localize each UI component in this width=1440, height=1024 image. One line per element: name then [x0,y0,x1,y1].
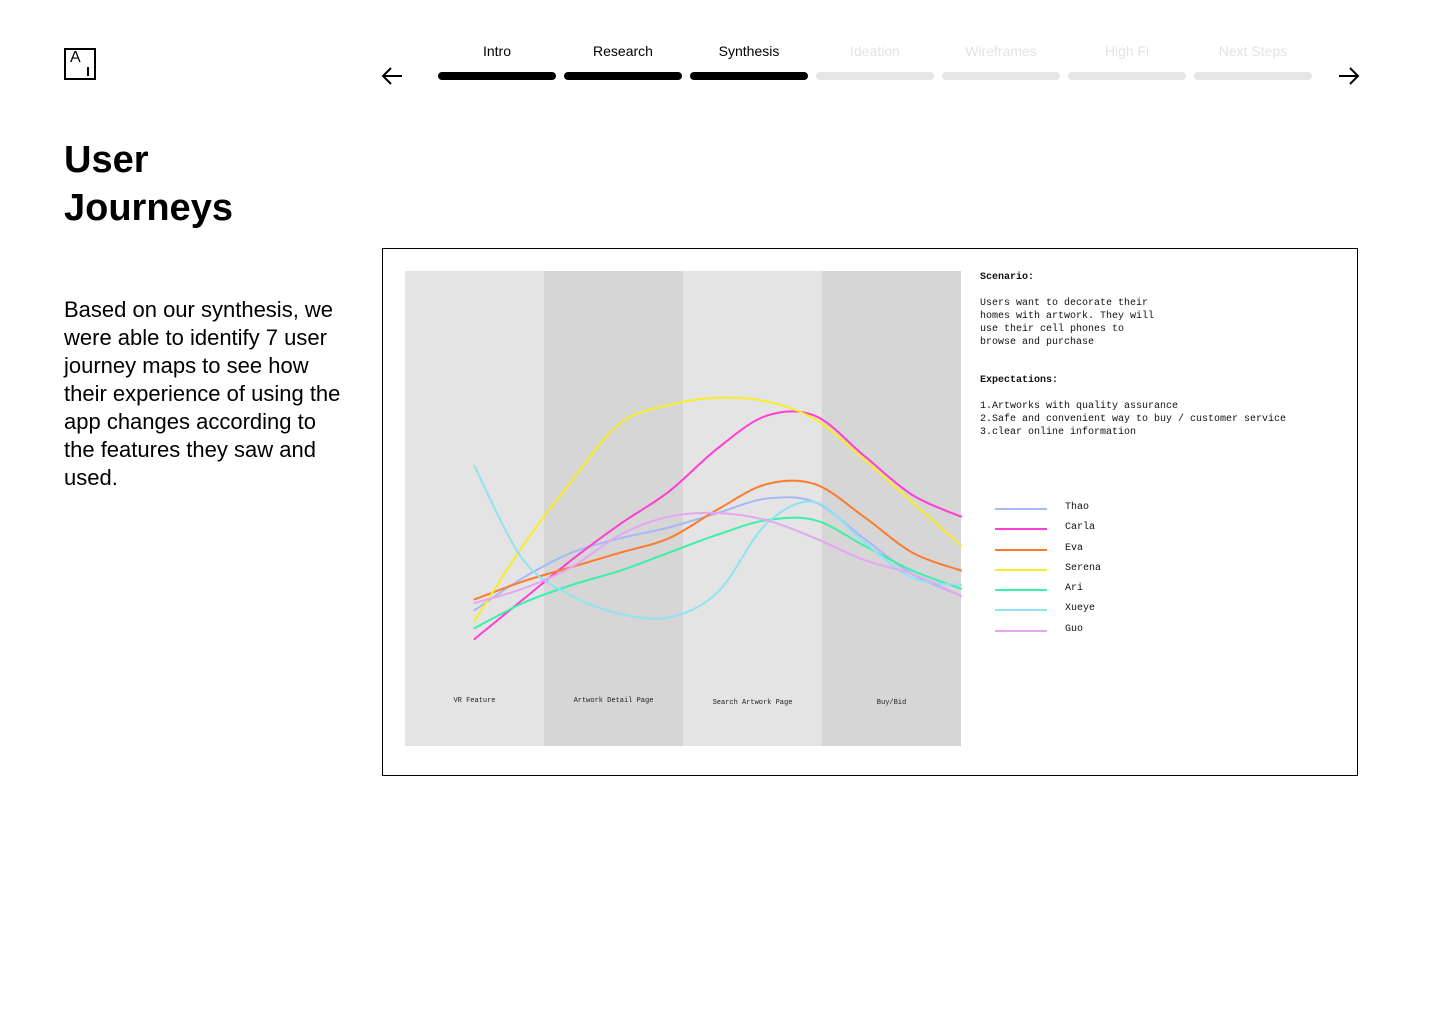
stage-labels: VR Feature Artwork Detail Page Search Artw… [453,697,906,707]
page-title: User Journeys [64,136,364,232]
step-synthesis[interactable]: Synthesis [690,42,808,82]
page-description: Based on our synthesis, we were able to … [64,297,341,490]
legend-label: Guo [1065,623,1084,635]
expectation-item: 3.clear online information [980,427,1137,438]
step-label: Next Steps [1218,43,1288,59]
logo-mark [87,67,89,76]
legend-item: Ari [995,582,1195,602]
stage-bands [405,271,961,746]
arrow-left-icon [381,67,402,85]
legend-item: Guo [995,623,1195,643]
legend-swatch [995,568,1047,571]
stage-label: Artwork Detail Page [574,697,654,705]
legend-swatch [995,528,1047,531]
progress-steps: Intro Research Synthesis Ideation Wirefr… [438,42,1312,82]
page-title-line: User [64,139,149,181]
logo-letter: A [70,49,81,66]
step-research[interactable]: Research [564,42,682,82]
scenario-line: Users want to decorate their [980,298,1149,309]
journey-line-guo [473,511,962,604]
scenario-line: use their cell phones to [980,324,1125,335]
scenario-line: browse and purchase [980,337,1095,348]
prev-section-button[interactable] [380,64,406,88]
legend-label: Xueye [1065,603,1096,615]
step-label: Ideation [850,43,900,59]
expectation-item: 2.Safe and convenient way to buy / custo… [980,414,1287,425]
step-high-fi[interactable]: High Fi [1068,42,1186,82]
step-label: High Fi [1104,43,1150,59]
legend-item: Serena [995,562,1195,582]
step-label: Wireframes [965,43,1037,59]
legend-label: Thao [1065,502,1090,513]
journey-chart: VR Feature Artwork Detail Page Search Artw… [405,271,962,746]
legend-label: Eva [1065,542,1084,554]
legend-swatch [995,508,1047,510]
expectations-list: 1.Artworks with quality assurance 2.Safe… [980,400,1286,439]
journey-line-serena [473,396,962,622]
stage-label: VR Feature [453,697,495,705]
step-label: Research [593,43,653,59]
stage-band [544,271,683,746]
step-label: Synthesis [718,43,780,59]
chart-legend: Thao Carla Eva Serena Ari Xueye Guo [995,501,1195,643]
legend-item: Carla [995,521,1195,541]
step-next-steps[interactable]: Next Steps [1194,42,1312,82]
step-progress-bar [1194,72,1312,80]
expectations-heading: Expectations: [980,375,1059,386]
step-progress-bar [564,72,682,80]
arrow-right-icon [1339,67,1360,85]
stage-label: Search Artwork Page [713,699,793,707]
stage-label: Buy/Bid [877,699,906,707]
journey-lines [473,396,962,640]
journey-map-figure: VR Feature Artwork Detail Page Search Artw… [382,248,1358,776]
step-intro[interactable]: Intro [438,42,556,82]
stage-band [683,271,822,746]
legend-item: Thao [995,501,1195,521]
journey-line-eva [473,479,962,601]
brand-logo[interactable]: A [64,48,96,80]
step-wireframes[interactable]: Wireframes [942,42,1060,82]
legend-swatch [995,609,1047,612]
step-label: Intro [482,43,511,59]
legend-label: Serena [1065,562,1102,574]
next-section-button[interactable] [1336,64,1362,88]
legend-label: Ari [1065,583,1084,595]
legend-item: Xueye [995,602,1195,622]
stage-band [405,271,544,746]
step-progress-bar [690,72,808,80]
step-progress-bar [1068,72,1186,80]
step-progress-bar [816,72,934,80]
scenario-text: Users want to decorate their homes with … [980,297,1160,349]
expectation-item: 1.Artworks with quality assurance [980,401,1179,412]
legend-swatch [995,629,1047,632]
journey-line-xueye [473,465,962,620]
step-ideation[interactable]: Ideation [816,42,934,82]
legend-item: Eva [995,542,1195,562]
legend-label: Carla [1065,522,1096,534]
scenario-line: homes with artwork. They will [980,311,1155,322]
scenario-heading: Scenario: [980,272,1035,283]
legend-swatch [995,548,1047,551]
step-progress-bar [942,72,1060,80]
page-title-line: Journeys [64,187,233,229]
step-progress-bar [438,72,556,80]
legend-swatch [995,589,1047,592]
